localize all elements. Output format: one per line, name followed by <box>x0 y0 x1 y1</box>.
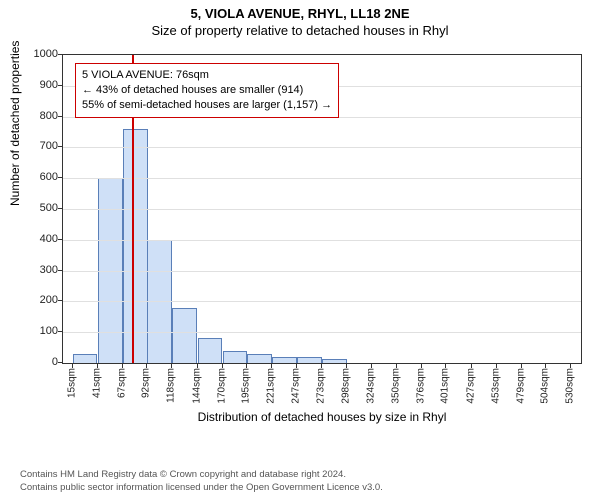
annotation-line: 5 VIOLA AVENUE: 76sqm <box>82 68 332 83</box>
histogram-bar <box>272 357 297 363</box>
page-subtitle: Size of property relative to detached ho… <box>0 21 600 38</box>
histogram-bar <box>297 357 322 363</box>
gridline <box>63 147 581 148</box>
x-tick-label: 15sqm <box>66 368 77 398</box>
x-tick-label: 221sqm <box>266 368 277 404</box>
gridline <box>63 332 581 333</box>
gridline <box>63 271 581 272</box>
x-tick-label: 427sqm <box>465 368 476 404</box>
x-tick-mark <box>471 364 472 368</box>
x-tick-label: 479sqm <box>515 368 526 404</box>
footer-line: Contains HM Land Registry data © Crown c… <box>20 469 580 481</box>
x-tick-label: 67sqm <box>117 368 128 398</box>
x-tick-label: 530sqm <box>565 368 576 404</box>
x-tick-mark <box>222 364 223 368</box>
x-tick-mark <box>496 364 497 368</box>
x-tick-label: 453sqm <box>490 368 501 404</box>
histogram-bar <box>172 308 197 363</box>
y-tick-mark <box>58 300 62 301</box>
y-tick-mark <box>58 54 62 55</box>
x-tick-label: 170sqm <box>216 368 227 404</box>
y-tick-label: 600 <box>8 171 58 183</box>
x-tick-mark <box>321 364 322 368</box>
x-tick-label: 247sqm <box>291 368 302 404</box>
y-tick-label: 100 <box>8 325 58 337</box>
x-tick-label: 144sqm <box>191 368 202 404</box>
x-tick-mark <box>171 364 172 368</box>
gridline <box>63 209 581 210</box>
x-tick-label: 298sqm <box>340 368 351 404</box>
y-tick-label: 0 <box>8 356 58 368</box>
y-tick-label: 1000 <box>8 48 58 60</box>
y-tick-label: 400 <box>8 233 58 245</box>
histogram-bar <box>322 359 347 363</box>
x-tick-mark <box>72 364 73 368</box>
chart-container: Number of detached properties 5 VIOLA AV… <box>0 46 600 426</box>
x-tick-label: 324sqm <box>365 368 376 404</box>
annotation-line: ← 43% of detached houses are smaller (91… <box>82 83 332 98</box>
x-tick-label: 195sqm <box>240 368 251 404</box>
x-tick-mark <box>346 364 347 368</box>
y-tick-mark <box>58 239 62 240</box>
y-tick-label: 200 <box>8 294 58 306</box>
y-tick-label: 500 <box>8 202 58 214</box>
histogram-bar <box>247 354 272 363</box>
x-tick-mark <box>545 364 546 368</box>
footer-line: Contains public sector information licen… <box>20 482 580 494</box>
x-tick-mark <box>421 364 422 368</box>
x-tick-mark <box>521 364 522 368</box>
x-tick-mark <box>246 364 247 368</box>
gridline <box>63 301 581 302</box>
y-tick-mark <box>58 116 62 117</box>
x-tick-mark <box>97 364 98 368</box>
x-tick-mark <box>197 364 198 368</box>
gridline <box>63 178 581 179</box>
x-tick-label: 350sqm <box>391 368 402 404</box>
x-tick-label: 401sqm <box>440 368 451 404</box>
x-tick-label: 504sqm <box>540 368 551 404</box>
x-tick-label: 273sqm <box>316 368 327 404</box>
y-tick-mark <box>58 270 62 271</box>
plot-area: 5 VIOLA AVENUE: 76sqm ← 43% of detached … <box>62 54 582 364</box>
histogram-bar <box>223 351 248 363</box>
y-tick-mark <box>58 331 62 332</box>
histogram-bar <box>198 338 223 363</box>
y-tick-mark <box>58 177 62 178</box>
x-tick-mark <box>296 364 297 368</box>
annotation-box: 5 VIOLA AVENUE: 76sqm ← 43% of detached … <box>75 63 339 118</box>
x-tick-label: 92sqm <box>141 368 152 398</box>
y-tick-label: 300 <box>8 264 58 276</box>
x-tick-label: 118sqm <box>166 368 177 403</box>
x-axis-label: Distribution of detached houses by size … <box>62 410 582 424</box>
x-tick-label: 41sqm <box>91 368 102 398</box>
x-tick-mark <box>445 364 446 368</box>
histogram-bar <box>73 354 98 363</box>
y-tick-mark <box>58 208 62 209</box>
histogram-bar <box>123 129 148 363</box>
footer: Contains HM Land Registry data © Crown c… <box>20 469 580 494</box>
x-tick-mark <box>271 364 272 368</box>
annotation-line: 55% of semi-detached houses are larger (… <box>82 98 332 113</box>
y-tick-label: 900 <box>8 79 58 91</box>
gridline <box>63 240 581 241</box>
y-tick-mark <box>58 85 62 86</box>
x-tick-mark <box>396 364 397 368</box>
x-tick-mark <box>371 364 372 368</box>
page-title: 5, VIOLA AVENUE, RHYL, LL18 2NE <box>0 0 600 21</box>
x-tick-mark <box>570 364 571 368</box>
y-tick-mark <box>58 146 62 147</box>
y-tick-mark <box>58 362 62 363</box>
x-tick-mark <box>122 364 123 368</box>
y-tick-label: 800 <box>8 110 58 122</box>
y-tick-label: 700 <box>8 140 58 152</box>
x-tick-label: 376sqm <box>416 368 427 404</box>
x-tick-mark <box>146 364 147 368</box>
